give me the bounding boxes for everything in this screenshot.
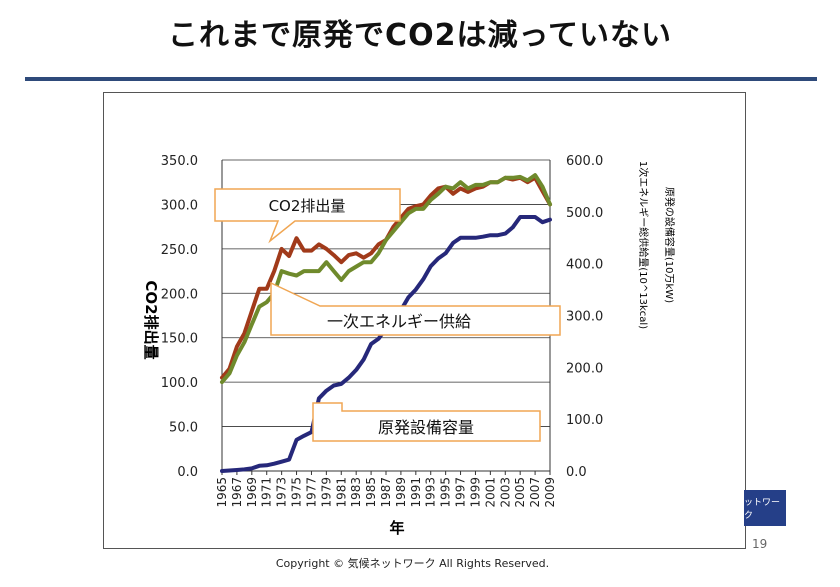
callout-energy-label: 一次エネルギー供給 [327, 312, 471, 331]
y-tick-right: 500.0 [566, 206, 603, 221]
y-axis-label-right-2: 原発の設備容量(10万kW) [663, 187, 676, 303]
y-tick-right: 100.0 [566, 413, 603, 428]
x-tick-label: 1969 [245, 477, 259, 508]
x-tick-label: 1997 [454, 477, 468, 508]
x-axis-label: 年 [389, 519, 404, 537]
chart: 0.0 50.0 100.0 150.0 200.0 250.0 300.0 350.0 0.0… [142, 154, 676, 537]
x-tick-label: 1981 [334, 477, 348, 508]
callout-nuclear [312, 402, 541, 442]
x-tick-label: 1993 [424, 477, 438, 508]
x-tick-label: 1965 [215, 477, 229, 508]
callout-energy [270, 281, 561, 336]
network-logo-badge: ットワーク [744, 490, 786, 526]
title-divider [25, 77, 817, 81]
chart-frame: 0.0 50.0 100.0 150.0 200.0 250.0 300.0 350.0 0.0… [103, 92, 746, 549]
x-tick-label: 2009 [543, 477, 557, 508]
y-axis-label-right-1: 1次エネルギー総供給量(10^13kcal) [637, 161, 650, 329]
y-tick-right: 200.0 [566, 361, 603, 376]
x-tick-label: 1979 [319, 477, 333, 508]
x-tick-label: 1987 [379, 477, 393, 508]
x-tick-label: 1975 [290, 477, 304, 508]
x-tick-label: 1973 [275, 477, 289, 508]
y-tick-right: 600.0 [566, 154, 603, 169]
y-tick-right: 300.0 [566, 310, 603, 325]
x-tick-label: 2007 [528, 477, 542, 508]
x-tick-label: 1977 [304, 477, 318, 508]
x-tick-label: 1971 [260, 477, 274, 508]
x-tick-label: 1985 [364, 477, 378, 508]
network-logo-text: ットワーク [744, 498, 781, 521]
copyright-text: Copyright © 気候ネットワーク All Rights Reserved… [275, 557, 550, 570]
page-number: 19 [752, 537, 768, 551]
x-tick-label: 2001 [483, 477, 497, 508]
callout-co2-label: CO2排出量 [269, 197, 346, 215]
x-tick-label: 1991 [409, 477, 423, 508]
y-tick-right: 0.0 [566, 465, 587, 480]
x-tick-label: 1995 [439, 477, 453, 508]
y-tick-left: 250.0 [161, 243, 198, 258]
y-axis-label-left: CO2排出量 [142, 280, 160, 359]
x-tick-label: 1967 [230, 477, 244, 508]
x-tick-label: 1999 [468, 477, 482, 508]
y-tick-left: 100.0 [161, 376, 198, 391]
x-tick-label: 1983 [349, 477, 363, 508]
x-tick-label: 1989 [394, 477, 408, 508]
callout-co2 [214, 188, 401, 244]
y-tick-left: 150.0 [161, 332, 198, 347]
y-tick-left: 350.0 [161, 154, 198, 169]
slide-title: これまで原発でCO2は減っていない [168, 18, 672, 53]
y-tick-right: 400.0 [566, 258, 603, 273]
y-tick-left: 200.0 [161, 287, 198, 302]
x-tick-label: 2005 [513, 477, 527, 508]
callout-nuclear-label: 原発設備容量 [378, 418, 474, 437]
x-tick-label: 2003 [498, 477, 512, 508]
y-tick-left: 300.0 [161, 198, 198, 213]
y-tick-left: 50.0 [169, 421, 198, 436]
y-tick-left: 0.0 [177, 465, 198, 480]
